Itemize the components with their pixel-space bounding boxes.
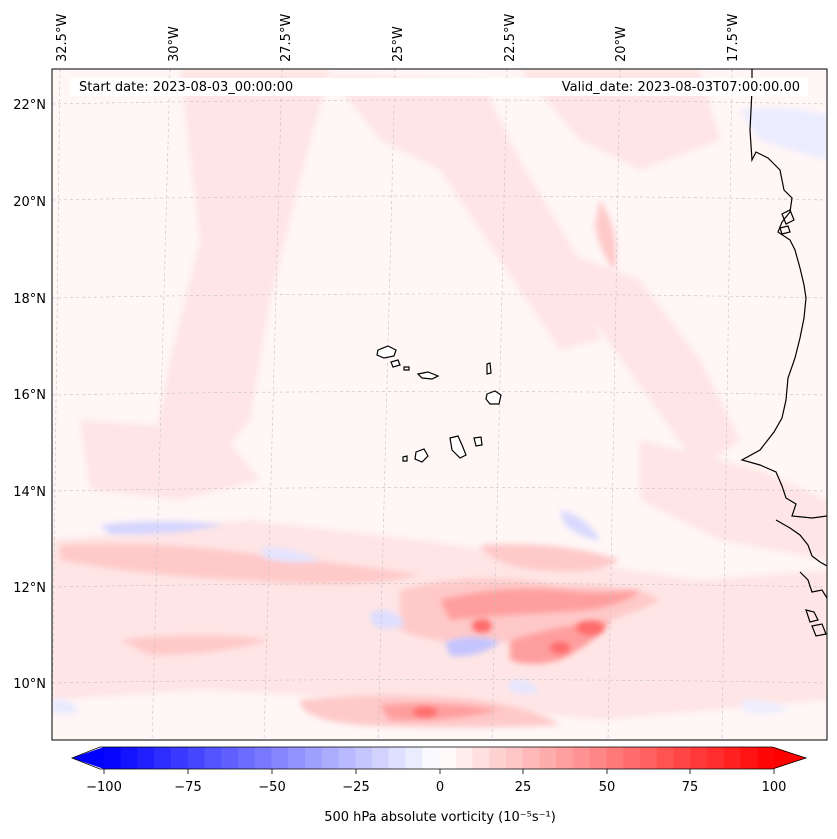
vorticity-field-positive-peak (413, 619, 604, 717)
cape-verde-islands (376, 345, 502, 463)
colorbar-cell (305, 747, 323, 769)
header-band (70, 78, 808, 96)
gridlines (52, 69, 827, 740)
colorbar-cell (723, 747, 742, 769)
lat-label: 12°N (13, 581, 46, 596)
colorbar-tick-label: 100 (762, 780, 787, 795)
colorbar-cell (472, 747, 490, 769)
colorbar-cell (104, 747, 122, 769)
start-date-label: Start date: 2023-08-03_00:00:00 (79, 80, 293, 95)
lat-label: 10°N (13, 677, 46, 692)
boa-vista-island (485, 390, 502, 405)
colorbar-cell (656, 747, 675, 769)
brava-island (402, 455, 408, 462)
colorbar-label: 500 hPa absolute vorticity (10⁻⁵s⁻¹) (324, 810, 556, 825)
colorbar-cell (204, 747, 222, 769)
colorbar-tick-label: 75 (682, 780, 699, 795)
valid-date-label: Valid_date: 2023-08-03T07:00:00.00 (562, 80, 800, 95)
colorbar-cell (120, 747, 139, 769)
sal-island (486, 362, 492, 375)
santo-antao-island (376, 345, 397, 359)
latitude-labels: 22°N 20°N 18°N 16°N 14°N 12°N 10°N (13, 98, 46, 692)
colorbar-cell (673, 747, 691, 769)
lon-label: 30°W (167, 26, 182, 62)
fogo-island (414, 448, 429, 463)
colorbar-cell (757, 747, 775, 769)
colorbar-tick-label: −100 (86, 780, 122, 795)
lon-label: 17.5°W (726, 14, 741, 62)
colorbar-cell (589, 747, 608, 769)
lat-label: 14°N (13, 485, 46, 500)
map-frame (51, 68, 828, 741)
colorbar-cell (238, 747, 256, 769)
colorbar-cell (740, 747, 758, 769)
colorbar-cell (137, 747, 155, 769)
bissau-islands (805, 609, 827, 637)
colorbar-cell (171, 747, 189, 769)
colorbar-cell (388, 747, 407, 769)
colorbar-cell (439, 747, 457, 769)
colorbar-cell (623, 747, 641, 769)
colorbar-cell (707, 747, 725, 769)
colorbar-tick-label: 0 (436, 780, 444, 795)
maio-island (473, 436, 483, 447)
colorbar-tick-label: −75 (174, 780, 201, 795)
colorbar-cell (539, 747, 557, 769)
colorbar-cell (221, 747, 239, 769)
colorbar-cell (321, 747, 340, 769)
sao-vicente-island (390, 359, 401, 368)
colorbar-cell (187, 747, 206, 769)
colorbar-ticks (103, 769, 775, 774)
lon-label: 32.5°W (55, 14, 70, 62)
colorbar-cell (288, 747, 306, 769)
colorbar-extend-min (72, 747, 104, 769)
africa-coastline-south (775, 519, 827, 567)
longitude-labels: 32.5°W 30°W 27.5°W 25°W 22.5°W 20°W 17.5… (55, 14, 741, 62)
canary-coast-islands (779, 209, 795, 235)
lon-label: 27.5°W (279, 14, 294, 62)
colorbar-tick-labels: −100 −75 −50 −25 0 25 50 75 100 (86, 780, 786, 795)
colorbar-cell (405, 747, 423, 769)
colorbar-cell (606, 747, 624, 769)
colorbar-cell (338, 747, 356, 769)
santiago-island (449, 435, 467, 459)
map-panel: Start date: 2023-08-03_00:00:00 Valid_da… (52, 69, 827, 740)
colorbar-cell (573, 747, 591, 769)
africa-coastline (740, 69, 827, 519)
colorbar-cell (372, 747, 390, 769)
colorbar-tick-label: −25 (342, 780, 369, 795)
lon-label: 22.5°W (503, 14, 518, 62)
sao-nicolau-island (416, 371, 440, 380)
lat-label: 16°N (13, 388, 46, 403)
vorticity-field-negative (52, 108, 827, 714)
bissau-coastline (799, 571, 827, 599)
colorbar-cell (556, 747, 574, 769)
colorbar-cells (72, 747, 806, 769)
lat-label: 20°N (13, 195, 46, 210)
lon-label: 20°W (614, 26, 629, 62)
colorbar-cell (254, 747, 273, 769)
coastlines (740, 69, 827, 637)
colorbar-cell (640, 747, 658, 769)
lon-label: 25°W (391, 26, 406, 62)
lat-label: 18°N (13, 292, 46, 307)
colorbar-tick-label: −50 (258, 780, 285, 795)
colorbar-cell (271, 747, 289, 769)
colorbar-cell (489, 747, 507, 769)
colorbar-cell (455, 747, 474, 769)
colorbar-tick-label: 50 (599, 780, 616, 795)
colorbar-cell (522, 747, 541, 769)
colorbar-cell (506, 747, 524, 769)
colorbar-outline (70, 746, 808, 770)
colorbar-cell (690, 747, 708, 769)
santa-luzia-island (403, 366, 410, 371)
lat-label: 22°N (13, 98, 46, 113)
colorbar-tick-label: 25 (515, 780, 532, 795)
colorbar: −100 −75 −50 −25 0 25 50 75 100 500 hPa … (70, 746, 808, 825)
colorbar-cell (154, 747, 172, 769)
colorbar-cell (422, 747, 440, 769)
colorbar-cell (355, 747, 373, 769)
colorbar-extend-max (774, 747, 806, 769)
